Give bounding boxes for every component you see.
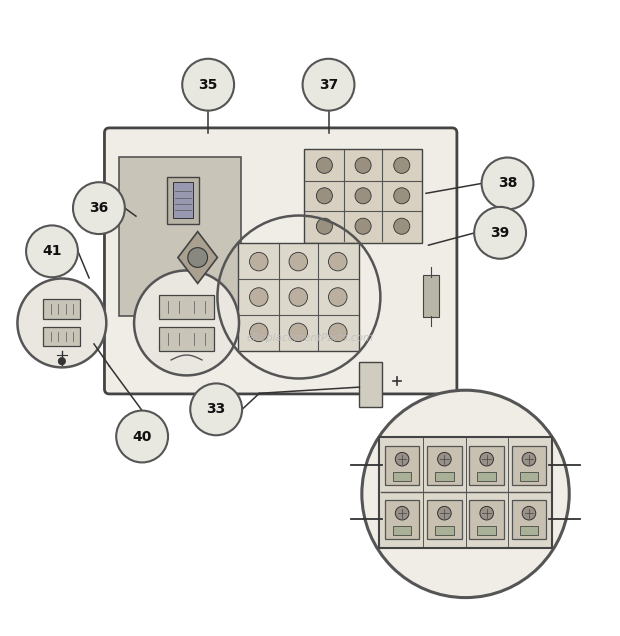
FancyBboxPatch shape: [477, 525, 496, 536]
Circle shape: [249, 323, 268, 342]
Text: 33: 33: [206, 403, 226, 417]
Circle shape: [289, 323, 308, 342]
Circle shape: [73, 182, 125, 234]
Circle shape: [480, 452, 494, 466]
Circle shape: [394, 157, 410, 174]
Text: 40: 40: [133, 429, 152, 443]
Text: 35: 35: [198, 78, 218, 92]
FancyBboxPatch shape: [427, 446, 462, 485]
FancyBboxPatch shape: [469, 500, 504, 539]
Circle shape: [474, 207, 526, 259]
FancyBboxPatch shape: [385, 446, 419, 485]
FancyBboxPatch shape: [520, 525, 538, 536]
Polygon shape: [178, 232, 218, 284]
Circle shape: [58, 357, 66, 365]
Circle shape: [329, 287, 347, 307]
Circle shape: [116, 411, 168, 462]
FancyBboxPatch shape: [423, 275, 439, 317]
Circle shape: [396, 452, 409, 466]
Text: 39: 39: [490, 226, 510, 240]
FancyBboxPatch shape: [385, 500, 419, 539]
FancyBboxPatch shape: [427, 500, 462, 539]
Circle shape: [316, 188, 332, 204]
FancyBboxPatch shape: [159, 327, 214, 351]
Circle shape: [289, 252, 308, 271]
Circle shape: [249, 252, 268, 271]
FancyBboxPatch shape: [167, 177, 199, 224]
FancyBboxPatch shape: [393, 525, 412, 536]
FancyBboxPatch shape: [469, 446, 504, 485]
Text: 37: 37: [319, 78, 338, 92]
Circle shape: [394, 188, 410, 204]
Circle shape: [182, 59, 234, 111]
Circle shape: [289, 287, 308, 307]
FancyBboxPatch shape: [520, 471, 538, 481]
FancyBboxPatch shape: [512, 446, 546, 485]
Circle shape: [438, 452, 451, 466]
Circle shape: [482, 158, 533, 209]
Circle shape: [355, 218, 371, 234]
Circle shape: [522, 506, 536, 520]
FancyBboxPatch shape: [43, 300, 81, 319]
Text: 41: 41: [42, 244, 62, 258]
Circle shape: [396, 506, 409, 520]
Circle shape: [26, 225, 78, 277]
Circle shape: [438, 506, 451, 520]
Circle shape: [190, 384, 242, 435]
Circle shape: [303, 59, 355, 111]
Circle shape: [394, 218, 410, 234]
Circle shape: [362, 391, 569, 598]
Text: 38: 38: [498, 176, 517, 190]
Text: eReplacementParts.com: eReplacementParts.com: [246, 333, 374, 343]
Circle shape: [329, 252, 347, 271]
Circle shape: [134, 270, 239, 375]
Text: 36: 36: [89, 201, 108, 215]
FancyBboxPatch shape: [173, 182, 193, 218]
FancyBboxPatch shape: [435, 471, 454, 481]
Circle shape: [316, 218, 332, 234]
FancyBboxPatch shape: [238, 243, 359, 351]
Circle shape: [188, 247, 208, 267]
FancyBboxPatch shape: [159, 294, 214, 319]
FancyBboxPatch shape: [304, 149, 422, 243]
Circle shape: [355, 188, 371, 204]
Circle shape: [249, 287, 268, 307]
FancyBboxPatch shape: [119, 157, 241, 315]
FancyBboxPatch shape: [393, 471, 412, 481]
FancyBboxPatch shape: [477, 471, 496, 481]
Circle shape: [316, 157, 332, 174]
FancyBboxPatch shape: [512, 500, 546, 539]
FancyBboxPatch shape: [360, 363, 381, 407]
FancyBboxPatch shape: [435, 525, 454, 536]
Circle shape: [355, 157, 371, 174]
Circle shape: [17, 279, 106, 368]
FancyBboxPatch shape: [43, 327, 81, 347]
FancyBboxPatch shape: [104, 128, 457, 394]
Circle shape: [522, 452, 536, 466]
Circle shape: [329, 323, 347, 342]
FancyBboxPatch shape: [379, 436, 552, 548]
Circle shape: [480, 506, 494, 520]
